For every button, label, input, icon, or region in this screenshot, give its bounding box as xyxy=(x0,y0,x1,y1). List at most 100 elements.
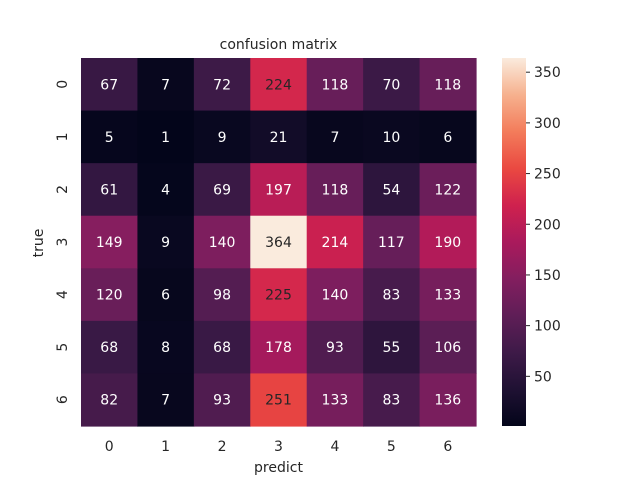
cell-value-label: 224 xyxy=(265,77,292,93)
heatmap-cell xyxy=(306,163,364,217)
cell-value-label: 133 xyxy=(434,288,461,304)
cell-value-label: 133 xyxy=(322,393,349,409)
cell-value-label: 197 xyxy=(265,182,292,198)
heatmap-cell xyxy=(306,268,364,322)
heatmap-cell xyxy=(363,215,421,269)
heatmap-cell xyxy=(137,215,195,269)
heatmap-cell xyxy=(81,58,139,112)
cell-value-label: 118 xyxy=(322,182,349,198)
heatmap-cell xyxy=(250,373,308,427)
cell-value-label: 10 xyxy=(382,130,400,146)
cell-value-label: 98 xyxy=(213,288,231,304)
heatmap-cell xyxy=(137,373,195,427)
cell-value-label: 61 xyxy=(100,182,118,198)
cell-value-label: 6 xyxy=(161,288,170,304)
y-tick-label: 4 xyxy=(55,290,71,299)
cell-value-label: 67 xyxy=(100,77,118,93)
cell-value-label: 140 xyxy=(322,288,349,304)
heatmap-cell xyxy=(193,163,251,217)
heatmap-cell xyxy=(363,58,421,112)
heatmap-cell xyxy=(250,268,308,322)
heatmap-cell xyxy=(193,373,251,427)
x-tick-label: 2 xyxy=(218,439,227,455)
cell-value-label: 149 xyxy=(96,235,123,251)
cell-value-label: 140 xyxy=(209,235,236,251)
heatmap-cell xyxy=(137,163,195,217)
x-tick-label: 0 xyxy=(105,439,114,455)
x-tick-label: 3 xyxy=(274,439,283,455)
chart-title: confusion matrix xyxy=(220,37,338,53)
heatmap-cell xyxy=(250,110,308,164)
cell-value-label: 118 xyxy=(434,77,461,93)
y-tick-label: 2 xyxy=(55,185,71,194)
heatmap-cell xyxy=(419,373,477,427)
heatmap-cell xyxy=(306,215,364,269)
colorbar-tick-labels: 50 100 150 200 250 300 350 xyxy=(526,65,561,385)
colorbar-tick-label: 300 xyxy=(534,116,561,132)
cell-value-label: 93 xyxy=(326,340,344,356)
y-tick-labels: 0 1 2 3 4 5 6 xyxy=(55,80,71,404)
x-tick-label: 1 xyxy=(161,439,170,455)
y-axis-label: true xyxy=(31,229,47,258)
cell-value-label: 8 xyxy=(161,340,170,356)
heatmap-cell xyxy=(419,110,477,164)
heatmap-cell xyxy=(306,320,364,375)
heatmap-cell xyxy=(137,58,195,112)
cell-value-label: 72 xyxy=(213,77,231,93)
cell-value-label: 7 xyxy=(330,130,339,146)
cell-value-label: 5 xyxy=(105,130,114,146)
y-tick-label: 0 xyxy=(55,80,71,89)
heatmap-cell xyxy=(137,268,195,322)
cell-value-label: 93 xyxy=(213,393,231,409)
cell-value-label: 1 xyxy=(161,130,170,146)
heatmap-cell xyxy=(419,268,477,322)
y-tick-label: 6 xyxy=(55,395,71,404)
heatmap-cell xyxy=(419,215,477,269)
heatmap-cell xyxy=(250,215,308,269)
cell-value-label: 214 xyxy=(322,235,349,251)
heatmap-cell xyxy=(137,110,195,164)
heatmap-cell xyxy=(81,320,139,375)
heatmap-cell xyxy=(250,320,308,375)
heatmap-cell xyxy=(193,215,251,269)
cell-value-label: 69 xyxy=(213,182,231,198)
heatmap-cell xyxy=(81,110,139,164)
cell-value-label: 54 xyxy=(382,182,400,198)
cell-value-label: 120 xyxy=(96,288,123,304)
colorbar-gradient xyxy=(502,58,526,426)
y-tick-label: 5 xyxy=(55,343,71,352)
heatmap-cell xyxy=(419,320,477,375)
heatmap-cell xyxy=(250,58,308,112)
colorbar-tick-label: 100 xyxy=(534,319,561,335)
cell-value-label: 122 xyxy=(434,182,461,198)
heatmap-cell xyxy=(137,320,195,375)
cell-value-label: 83 xyxy=(382,288,400,304)
cell-value-label: 83 xyxy=(382,393,400,409)
x-tick-label: 5 xyxy=(387,439,396,455)
cell-value-label: 21 xyxy=(270,130,288,146)
heatmap-cell xyxy=(306,110,364,164)
heatmap-cell xyxy=(193,268,251,322)
heatmap-cells xyxy=(81,58,477,427)
cell-value-label: 70 xyxy=(382,77,400,93)
heatmap-cell xyxy=(81,163,139,217)
colorbar-tick-label: 150 xyxy=(534,268,561,284)
cell-value-label: 7 xyxy=(161,393,170,409)
heatmap-cell xyxy=(250,163,308,217)
cell-value-label: 178 xyxy=(265,340,292,356)
heatmap-cell xyxy=(363,163,421,217)
heatmap-cell xyxy=(193,110,251,164)
heatmap-cell xyxy=(81,215,139,269)
heatmap-cell xyxy=(193,320,251,375)
cell-value-label: 106 xyxy=(434,340,461,356)
cell-value-label: 9 xyxy=(218,130,227,146)
heatmap-cell xyxy=(419,58,477,112)
y-tick-label: 1 xyxy=(55,132,71,141)
heatmap-cell xyxy=(419,163,477,217)
colorbar-tick-label: 350 xyxy=(534,65,561,81)
colorbar-tick-label: 200 xyxy=(534,217,561,233)
heatmap-cell xyxy=(306,58,364,112)
x-tick-labels: 0 1 2 3 4 5 6 xyxy=(105,439,453,455)
cell-value-label: 364 xyxy=(265,235,292,251)
